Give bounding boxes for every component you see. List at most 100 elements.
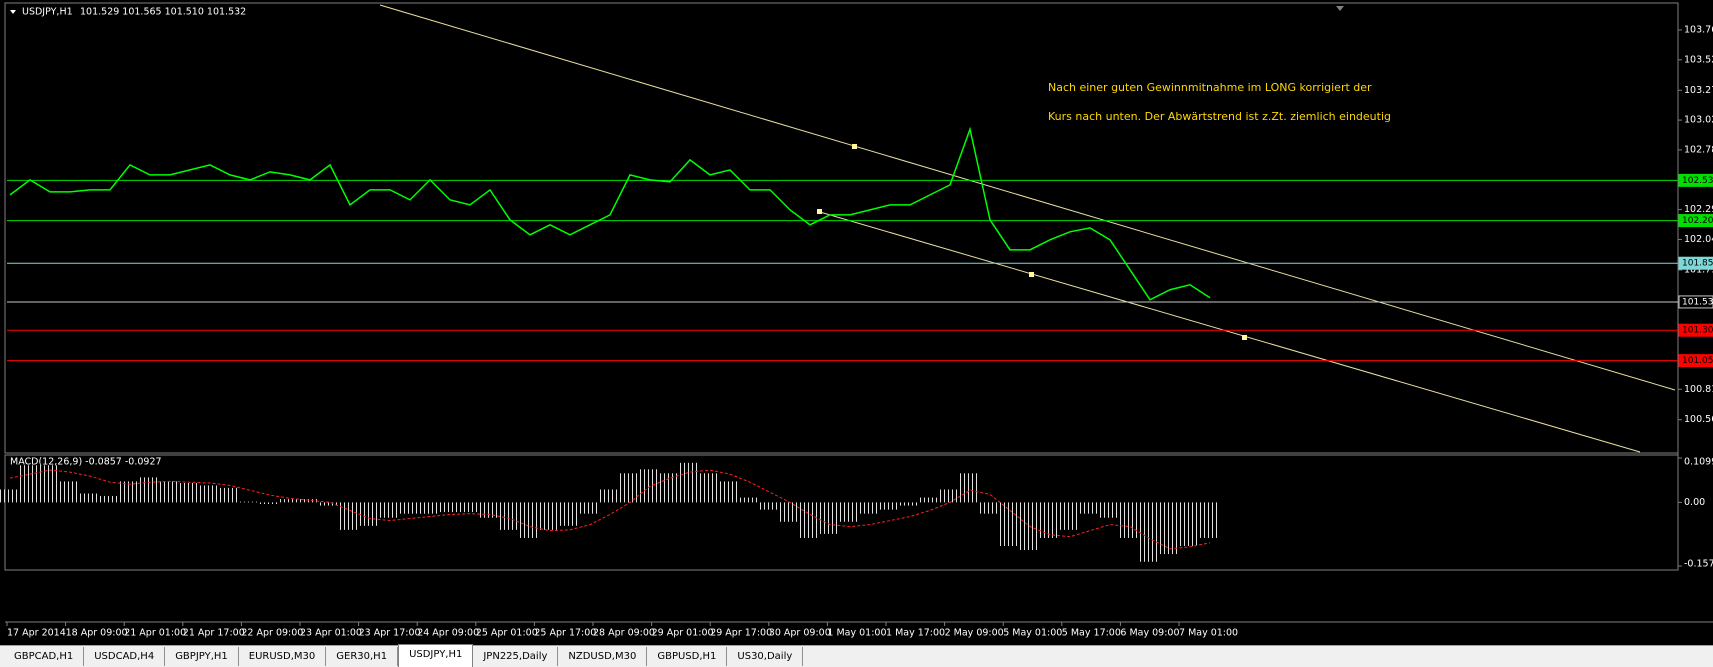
x-tick-label: 21 Apr 17:00 <box>183 628 245 639</box>
x-tick-label: 5 May 01:00 <box>1003 628 1062 639</box>
histogram-bar <box>760 502 780 510</box>
histogram-bar <box>900 502 920 506</box>
symbol-tab[interactable]: NZDUSD,M30 <box>558 647 648 666</box>
histogram-bar <box>740 497 760 503</box>
histogram-bar <box>280 499 300 503</box>
y-tick-label: 103.025 <box>1684 115 1713 126</box>
histogram-bar <box>120 481 140 503</box>
x-tick-label: 6 May 09:00 <box>1120 628 1179 639</box>
histogram-bar <box>400 502 420 514</box>
histogram-bar <box>960 473 980 503</box>
shift-marker <box>1336 6 1344 11</box>
histogram-bar <box>0 489 20 503</box>
menu-arrow <box>10 10 16 14</box>
quote: 101.529 101.565 101.510 101.532 <box>80 7 246 18</box>
histogram-bar <box>880 502 900 510</box>
symbol-tab[interactable]: GBPUSD,H1 <box>647 647 728 666</box>
histogram-bar <box>240 501 260 503</box>
y-tick-label: 0.1099 <box>1684 457 1713 468</box>
symbol-tab[interactable]: USDCAD,H4 <box>84 647 166 666</box>
channel-upper <box>379 4 1676 391</box>
main-frame <box>4 2 1679 454</box>
x-tick-label: 24 Apr 09:00 <box>417 628 479 639</box>
histogram-bar <box>420 502 440 514</box>
x-tick-label: 29 Apr 17:00 <box>710 628 772 639</box>
x-tick-label: 25 Apr 01:00 <box>476 628 538 639</box>
x-tick-label: 17 Apr 2014 <box>7 628 66 639</box>
y-tick-label: 100.815 <box>1684 384 1713 395</box>
histogram-bar <box>140 477 160 503</box>
histogram-bar <box>1100 502 1120 518</box>
level-label: 102.200 <box>1682 216 1713 226</box>
level-label-bg <box>1678 214 1713 228</box>
histogram-bar <box>380 502 400 518</box>
x-tick-label: 1 May 17:00 <box>886 628 945 639</box>
symbol-tab[interactable]: GER30,H1 <box>326 647 399 666</box>
histogram-bar <box>20 465 40 503</box>
level-label-bg <box>1678 173 1713 187</box>
symbol-tab[interactable]: USDJPY,H1 <box>398 643 474 667</box>
x-tick-label: 23 Apr 17:00 <box>359 628 421 639</box>
histogram-bar <box>100 495 120 503</box>
level-label: 102.530 <box>1682 176 1713 186</box>
symbol-tab[interactable]: JPN225,Daily <box>473 647 559 666</box>
histogram-bar <box>200 485 220 503</box>
annotation: Nach einer guten Gewinnmitnahme im LONG … <box>1048 81 1372 94</box>
histogram-bar <box>1000 502 1020 547</box>
level-label: 101.850 <box>1682 259 1713 269</box>
x-tick-label: 25 Apr 17:00 <box>534 628 596 639</box>
histogram-bar <box>920 497 940 503</box>
anchor-point <box>852 144 857 149</box>
y-tick-label: 103.765 <box>1684 24 1713 35</box>
histogram-bar <box>80 493 100 503</box>
level-label: 101.050 <box>1682 356 1713 366</box>
y-tick-label: 102.780 <box>1684 144 1713 155</box>
y-tick-label: 103.520 <box>1684 54 1713 65</box>
histogram-bar <box>660 473 680 503</box>
symbol-tab[interactable]: US30,Daily <box>727 647 804 666</box>
histogram-bar <box>500 502 520 530</box>
histogram-bar <box>360 502 380 526</box>
histogram-bar <box>700 473 720 503</box>
x-tick-label: 29 Apr 01:00 <box>652 628 714 639</box>
x-tick-label: 7 May 01:00 <box>1179 628 1238 639</box>
histogram-bar <box>1180 502 1200 547</box>
symbol-tab[interactable]: GBPJPY,H1 <box>165 647 239 666</box>
histogram-bar <box>440 502 460 513</box>
histogram-bar <box>1040 502 1060 538</box>
level-label: 101.532 <box>1682 297 1713 307</box>
channel-lower <box>819 211 1641 453</box>
symbol-tab[interactable]: EURUSD,M30 <box>239 647 327 666</box>
histogram-bar <box>1200 502 1220 538</box>
x-tick-label: 1 May 01:00 <box>827 628 886 639</box>
histogram-bar <box>520 502 540 538</box>
macd-title: MACD(12,26,9) -0.0857 -0.0927 <box>10 457 162 468</box>
histogram-bar <box>1080 502 1100 514</box>
annotation: Kurs nach unten. Der Abwärtstrend ist z.… <box>1048 110 1391 123</box>
level-label-bg <box>1678 295 1713 309</box>
y-tick-label: 102.290 <box>1684 204 1713 215</box>
histogram-bar <box>680 462 700 503</box>
signal-line <box>9 469 1211 550</box>
x-tick-label: 5 May 17:00 <box>1062 628 1121 639</box>
histogram-bar <box>800 502 820 538</box>
x-tick-label: 21 Apr 01:00 <box>124 628 186 639</box>
level-label-bg <box>1678 354 1713 368</box>
histogram-bar <box>300 499 320 503</box>
anchor-point <box>1242 335 1247 340</box>
histogram-bar <box>600 489 620 503</box>
symbol-title: USDJPY,H1 <box>22 7 73 18</box>
histogram-bar <box>460 502 480 513</box>
histogram-bar <box>820 502 840 534</box>
histogram-bar <box>1160 502 1180 555</box>
anchor-point <box>1029 272 1034 277</box>
y-tick-label: -0.1575 <box>1684 559 1713 570</box>
symbol-tab[interactable]: GBPCAD,H1 <box>4 647 85 666</box>
x-tick-label: 22 Apr 09:00 <box>241 628 303 639</box>
histogram-bar <box>60 481 80 503</box>
histogram-bar <box>840 502 860 522</box>
histogram-bar <box>940 489 960 503</box>
histogram-bar <box>160 481 180 503</box>
histogram-bar <box>1120 502 1140 538</box>
